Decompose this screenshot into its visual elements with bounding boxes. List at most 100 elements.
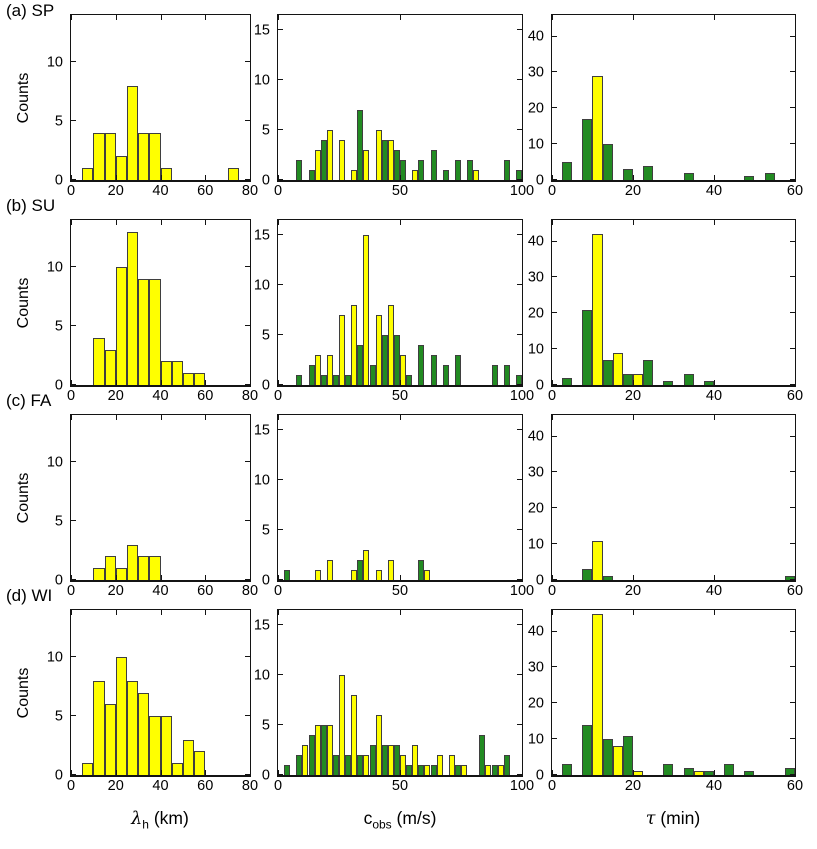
y-tick-label: 5 [261, 716, 270, 733]
x-tick-mark [205, 380, 207, 385]
y-tick-mark [278, 234, 283, 235]
y-tick-label: 40 [527, 233, 544, 250]
y-tick-mark [517, 674, 522, 675]
x-tick-label: 60 [197, 388, 214, 404]
x-tick-mark [115, 415, 117, 420]
x-tick-label: 80 [241, 778, 259, 794]
y-tick-mark [790, 738, 795, 740]
y-tick-label: 30 [527, 464, 544, 481]
x-tick-label: 80 [241, 388, 259, 404]
y-tick-mark [517, 129, 522, 130]
histogram-bar-green [602, 739, 613, 775]
x-tick-mark [522, 380, 523, 385]
x-tick-mark [795, 575, 796, 580]
histogram-bar-green [602, 359, 613, 385]
x-tick-mark [713, 770, 715, 775]
histogram-bar-yellow [160, 361, 172, 385]
panel-c-lambda: 0 20 40 60 80 0 5 10 [47, 414, 258, 598]
y-tick-mark [517, 774, 522, 775]
histogram-bar-green [345, 755, 352, 775]
panel-a-tau: 0 20 40 60 0 10 20 30 40 [528, 14, 803, 198]
y-tick-mark [245, 384, 250, 385]
y-tick-mark [278, 79, 283, 80]
histogram-bar-green [296, 755, 303, 775]
histogram-bar-green [381, 140, 388, 180]
histogram-bar-green [683, 767, 694, 775]
y-tick-mark [552, 35, 557, 37]
x-tick-mark [795, 415, 796, 420]
x-tick-mark [552, 575, 553, 580]
y-tick-mark [245, 520, 250, 522]
x-tick-mark [115, 575, 117, 580]
histogram-bar-yellow [314, 725, 321, 775]
histogram-bar-yellow [339, 140, 346, 180]
histogram-bar-yellow [375, 570, 382, 580]
y-tick-label: 0 [261, 766, 270, 783]
y-tick-mark [790, 543, 795, 545]
histogram-bar-green [764, 172, 775, 180]
histogram-bar-yellow [149, 556, 161, 580]
histogram-bar-yellow [115, 568, 127, 580]
x-tick-mark [278, 220, 279, 225]
histogram-bar-green [602, 144, 613, 180]
histogram-bar-yellow [115, 156, 127, 180]
y-tick-mark [552, 179, 557, 180]
y-tick-mark [552, 384, 557, 385]
x-tick-mark [250, 175, 251, 180]
histogram-bar-green [515, 375, 522, 385]
x-tick-mark [400, 770, 401, 775]
histogram-bar-green [622, 735, 633, 775]
y-tick-label: 20 [527, 695, 544, 712]
histogram-bar-yellow [104, 704, 116, 775]
histogram-bar-green [643, 165, 654, 180]
histogram-bar-green [357, 110, 364, 180]
histogram-bar-yellow [363, 235, 370, 385]
x-tick-mark [713, 175, 715, 180]
histogram-bar-green [308, 365, 315, 385]
x-tick-mark [160, 415, 162, 420]
histogram-bar-green [491, 365, 498, 385]
histogram-bar-yellow [82, 763, 94, 775]
y-axis-title-row-d: Counts [15, 667, 32, 719]
y-axis-title-row-c: Counts [15, 472, 32, 524]
x-tick-label: 0 [273, 183, 283, 199]
y-tick-mark [517, 79, 522, 80]
y-tick-mark [245, 325, 250, 327]
histogram-bar-green [308, 735, 315, 775]
histogram-bar-green [582, 119, 593, 180]
x-tick-mark [278, 610, 279, 615]
histogram-bar-yellow [693, 771, 704, 775]
x-tick-mark [632, 220, 634, 225]
x-tick-mark [71, 15, 72, 20]
histogram-bar-green [430, 355, 437, 385]
histogram-bar-green [622, 169, 633, 180]
y-axis-title-row-b: Counts [15, 277, 32, 329]
y-tick-mark [552, 435, 557, 437]
y-tick-mark [245, 461, 250, 463]
x-tick-label: 0 [66, 388, 76, 404]
histogram-bar-green [320, 375, 327, 385]
x-tick-mark [632, 380, 634, 385]
histogram-bar-green [724, 764, 735, 775]
row-label-b: (b) SU [6, 196, 56, 215]
y-tick-mark [245, 656, 250, 658]
histogram-bar-yellow [302, 745, 309, 775]
y-tick-mark [517, 179, 522, 180]
y-tick-label: 10 [527, 535, 544, 552]
histogram-bar-green [296, 160, 303, 180]
y-tick-mark [278, 529, 283, 530]
histogram-bar-green [784, 767, 795, 775]
histogram-bar-yellow [314, 150, 321, 180]
histogram-bar-yellow [93, 680, 105, 775]
x-tick-mark [552, 610, 553, 615]
x-tick-mark [400, 15, 401, 20]
histogram-bar-yellow [351, 305, 358, 385]
histogram-bar-yellow [400, 755, 407, 775]
histogram-bar-yellow [363, 150, 370, 180]
x-tick-mark [632, 175, 634, 180]
y-tick-mark [790, 774, 795, 775]
histogram-bar-yellow [363, 550, 370, 580]
histogram-bar-green [582, 309, 593, 385]
histogram-bar-green [491, 765, 498, 775]
histogram-bar-green [284, 765, 291, 775]
